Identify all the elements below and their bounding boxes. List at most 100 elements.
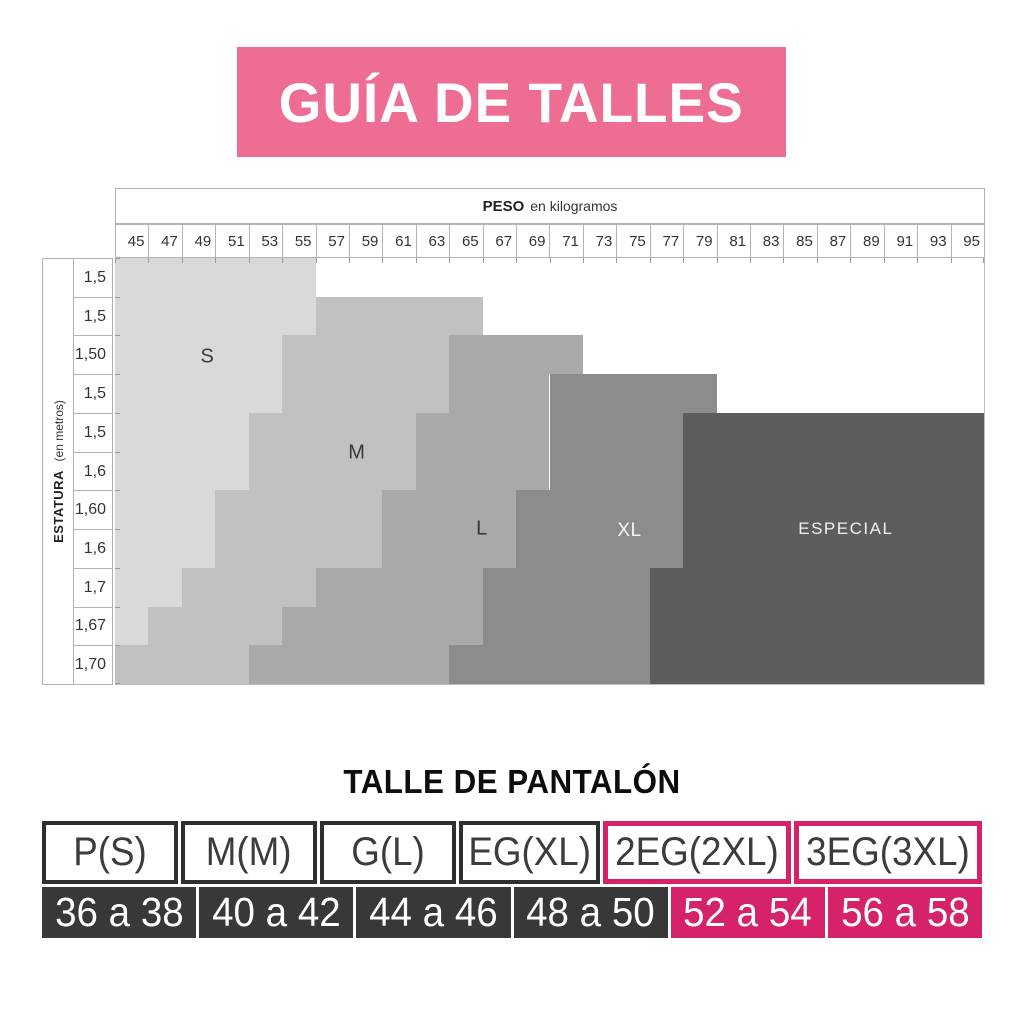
size-region-label-m: M xyxy=(348,441,365,464)
plot-top-tick xyxy=(449,258,451,263)
weight-axis-title-units: en kilogramos xyxy=(530,198,618,214)
size-table-header-cell: P(S) xyxy=(42,821,178,884)
plot-top-tick xyxy=(716,258,718,263)
size-region-m xyxy=(248,451,416,491)
weight-tick: 85 xyxy=(783,225,816,257)
height-axis: ESTATURA (en metros) 1,5 1,5 1,50 1,5 1,5 1,6… xyxy=(42,258,113,685)
size-region-l xyxy=(415,451,550,491)
size-table-value-cell: 44 a 46 xyxy=(356,887,511,938)
weight-tick: 89 xyxy=(850,225,883,257)
size-table-header-cell: EG(XL) xyxy=(458,821,601,884)
size-region-l xyxy=(415,412,550,452)
size-table-header-cell: 2EG(2XL) xyxy=(603,821,792,884)
size-region-s xyxy=(115,529,216,568)
size-region-s xyxy=(115,606,149,646)
plot-top-tick xyxy=(516,258,518,263)
weight-tick: 45 xyxy=(127,232,145,250)
size-region-label-s: S xyxy=(200,345,214,368)
size-region-l xyxy=(282,606,483,646)
size-region-l xyxy=(382,490,517,530)
size-region-s xyxy=(115,335,283,375)
plot-left-tick xyxy=(115,296,120,298)
weight-tick: 63 xyxy=(415,225,449,257)
weight-tick: 87 xyxy=(816,225,850,257)
size-region-label-especial: ESPECIAL xyxy=(798,519,894,539)
size-region-l xyxy=(449,374,550,413)
plot-top-tick xyxy=(783,258,785,263)
plot-top-tick xyxy=(649,258,651,263)
size-region-l xyxy=(382,529,517,568)
weight-tick: 47 xyxy=(148,225,181,257)
size-region-especial xyxy=(649,645,984,684)
size-region-s xyxy=(115,374,283,413)
size-region-m xyxy=(148,606,283,646)
weight-axis-title-bold: PESO xyxy=(482,197,525,215)
size-region-m xyxy=(248,412,416,452)
weight-tick: 93 xyxy=(917,225,950,257)
plot-top-tick xyxy=(282,258,284,263)
size-region-xl xyxy=(482,567,650,607)
weight-tick: 81 xyxy=(716,225,750,257)
size-table-value-cell: 56 a 58 xyxy=(827,887,983,938)
plot-left-tick xyxy=(115,645,120,647)
size-region-xl xyxy=(549,451,684,491)
plot-top-tick xyxy=(750,258,752,263)
weight-tick: 69 xyxy=(516,225,549,257)
size-table-value-cell: 48 a 50 xyxy=(513,887,668,938)
plot-top-tick xyxy=(950,258,952,263)
weight-axis-ticks: 45 47 49 51 53 55 57 59 61 63 65 67 69 71 73 75 77 79 81 83… xyxy=(115,224,985,258)
height-tick: 1,6 xyxy=(74,451,112,491)
size-region-m xyxy=(282,335,450,375)
height-tick: 1,6 xyxy=(74,529,112,568)
plot-top-tick xyxy=(549,258,551,263)
height-tick: 1,70 xyxy=(74,645,112,684)
height-tick: 1,50 xyxy=(74,335,112,374)
plot-top-tick xyxy=(382,258,384,263)
size-region-l xyxy=(449,335,583,375)
size-region-m xyxy=(215,529,383,568)
size-region-s xyxy=(115,567,182,607)
size-table-value-cell: 36 a 38 xyxy=(42,887,197,938)
plot-left-tick xyxy=(115,529,120,531)
plot-top-tick xyxy=(415,258,417,263)
size-region-l xyxy=(248,645,450,684)
weight-tick: 53 xyxy=(248,225,282,257)
plot-top-tick xyxy=(616,258,618,263)
weight-tick: 65 xyxy=(449,225,482,257)
size-region-xl xyxy=(516,529,684,568)
weight-tick: 49 xyxy=(181,225,215,257)
weight-tick: 75 xyxy=(616,225,649,257)
size-table-value-cell: 40 a 42 xyxy=(199,887,354,938)
weight-tick: 71 xyxy=(549,225,582,257)
plot-top-tick xyxy=(248,258,250,263)
banner-title: GUÍA DE TALLES xyxy=(279,70,744,134)
plot-top-tick xyxy=(348,258,350,263)
plot-top-tick xyxy=(148,258,150,263)
plot-left-tick xyxy=(115,412,120,414)
height-axis-title-bold: ESTATURA xyxy=(50,470,66,543)
weight-tick: 95 xyxy=(950,225,984,257)
banner: GUÍA DE TALLES xyxy=(237,47,786,157)
size-region-l xyxy=(315,567,483,607)
weight-tick: 77 xyxy=(649,225,683,257)
size-region-especial xyxy=(683,412,984,452)
size-table-header-cell: 3EG(3XL) xyxy=(794,821,982,884)
size-table-value-row: 36 a 38 40 a 42 44 a 46 48 a 50 52 a 54 56 a … xyxy=(42,887,983,938)
height-axis-ticks: 1,5 1,5 1,50 1,5 1,5 1,6 1,60 1,6 1,7 1,67 1,70 xyxy=(73,259,112,684)
plot-top-tick xyxy=(215,258,217,263)
size-table-header-row: P(S) M(M) G(L) EG(XL) 2EG(2XL) 3EG(3XL) xyxy=(42,821,982,884)
weight-tick: 73 xyxy=(582,225,616,257)
weight-tick: 57 xyxy=(315,225,349,257)
size-region-especial xyxy=(683,529,984,568)
size-table-header-cell: M(M) xyxy=(180,821,317,884)
size-region-xl xyxy=(549,374,717,413)
size-region-especial xyxy=(683,451,984,491)
weight-tick: 67 xyxy=(482,225,516,257)
size-region-xl xyxy=(516,490,684,530)
size-table-value-cell: 52 a 54 xyxy=(670,887,825,938)
size-region-label-xl: XL xyxy=(617,520,642,542)
plot-top-tick xyxy=(683,258,685,263)
plot-top-tick xyxy=(315,258,317,263)
height-tick: 1,5 xyxy=(74,412,112,452)
size-region-s xyxy=(115,412,249,452)
